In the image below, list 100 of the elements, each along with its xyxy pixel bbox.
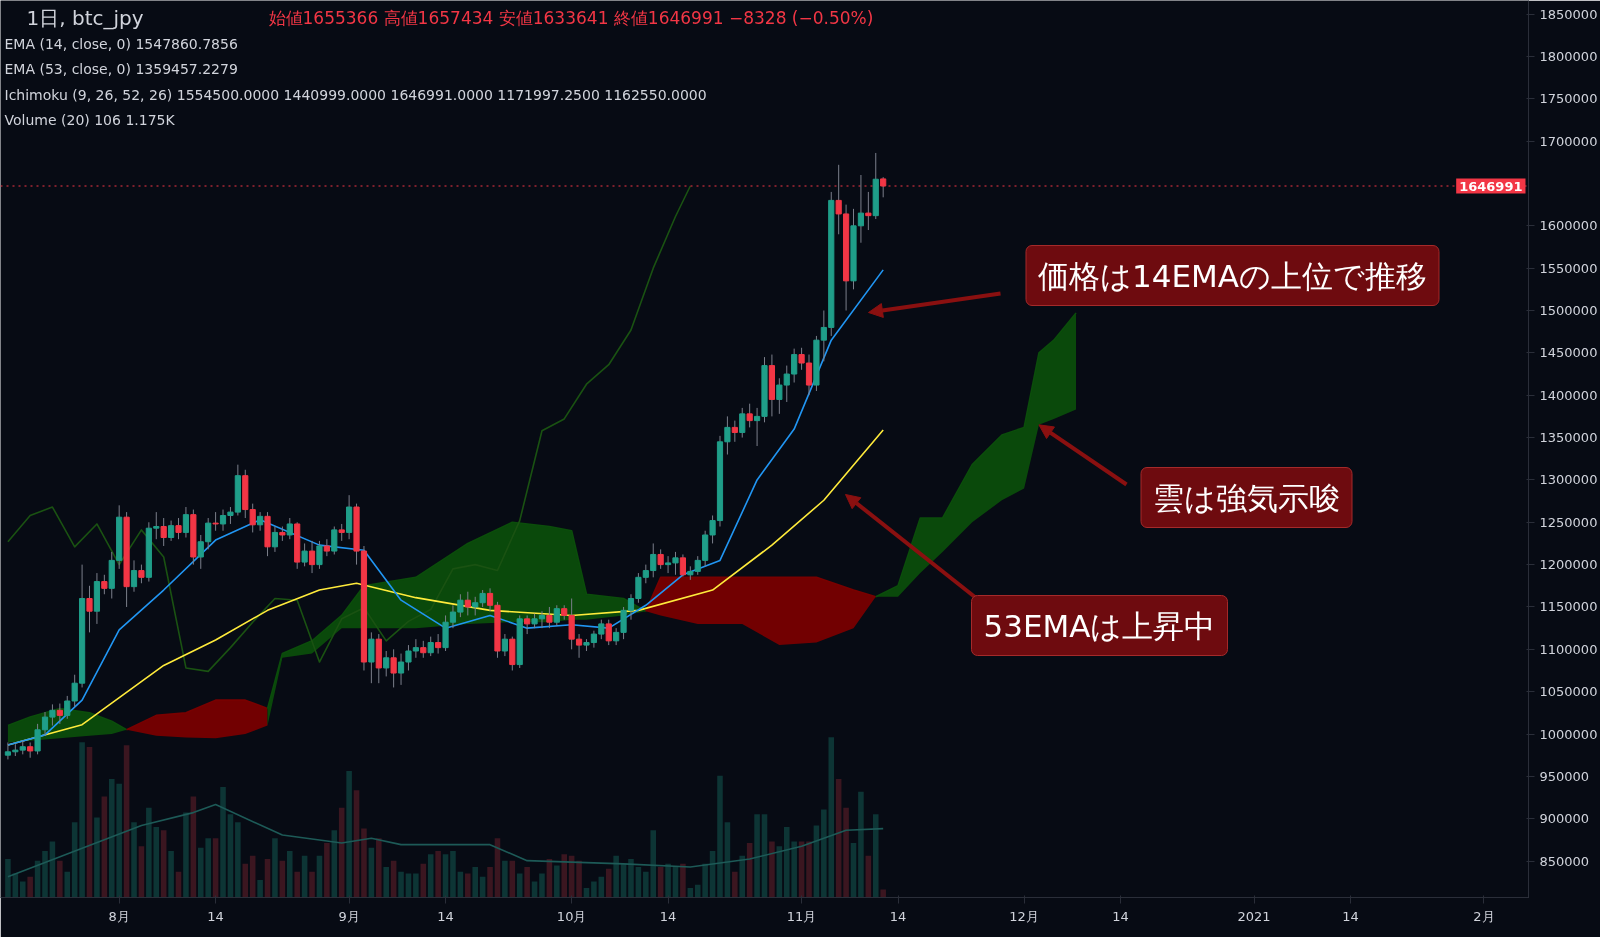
candlestick [308, 540, 316, 574]
y-tick-label: 1750000 [1539, 91, 1598, 107]
candlestick [271, 526, 279, 553]
y-tick-label: 1250000 [1539, 514, 1598, 530]
bar [576, 860, 582, 898]
bar [309, 871, 315, 898]
bar [628, 859, 634, 898]
candlestick [56, 703, 63, 725]
chart-subtitle: 始値1655366 高値1657434 安値1633641 終値1646991 −8328 (−0.50%) [268, 7, 874, 28]
candlestick [880, 176, 887, 198]
y-tick-label: 1200000 [1539, 557, 1598, 573]
x-tick-label: 14 [437, 908, 454, 924]
bar [413, 873, 419, 898]
candlestick [212, 511, 219, 532]
bar [94, 817, 100, 898]
candlestick [538, 610, 546, 629]
y-tick-label: 1100000 [1539, 641, 1598, 657]
bar [465, 873, 471, 898]
bar [27, 876, 33, 898]
y-tick-label: 1400000 [1539, 387, 1598, 403]
bar [235, 822, 241, 898]
candlestick [605, 619, 612, 646]
bar [257, 879, 263, 898]
candlestick [427, 636, 434, 657]
bar [539, 873, 545, 898]
bar [591, 881, 597, 898]
candlestick [257, 511, 264, 532]
bar [450, 851, 456, 898]
x-tick-label: 12月 [1009, 908, 1039, 924]
line-series [7, 269, 884, 746]
bar [472, 867, 478, 898]
annotation: Ichimoku (9, 26, 52, 26) 1554500.0000 1440999.0000 1646991.0000 1171997.2500 1162550.0000 [4, 86, 707, 103]
y-tick-label: 1450000 [1539, 345, 1598, 361]
bar [769, 841, 775, 898]
candlestick [553, 604, 560, 627]
bar [5, 859, 11, 898]
bar [405, 873, 412, 898]
candlestick [175, 517, 182, 540]
bar [516, 873, 523, 898]
bar [806, 841, 812, 898]
bar [242, 863, 249, 898]
annotation: 53EMAは上昇中 [983, 607, 1216, 644]
annotation: EMA (53, close, 0) 1359457.2279 [4, 60, 238, 77]
bar [376, 838, 382, 898]
bar [487, 867, 493, 898]
bar [287, 851, 293, 898]
candlestick [464, 591, 471, 616]
y-tick-label: 850000 [1539, 853, 1590, 869]
annotation: Volume (20) 106 1.175K [4, 111, 176, 128]
candlestick [746, 403, 753, 428]
bar [160, 830, 167, 898]
annotation: 価格は14EMAの上位で推移 [1038, 257, 1428, 294]
y-tick-label: 1800000 [1539, 48, 1598, 64]
x-tick-label: 10月 [556, 908, 587, 924]
bar [605, 868, 612, 898]
y-tick-label: 950000 [1539, 768, 1590, 784]
bar [613, 855, 619, 898]
candlestick [731, 420, 738, 443]
annotation: EMA (14, close, 0) 1547860.7856 [4, 35, 238, 52]
bar [843, 807, 849, 898]
bar [79, 742, 85, 898]
y-tick-label: 1000000 [1539, 726, 1598, 742]
candlestick [383, 650, 390, 677]
bar [561, 854, 568, 898]
bar [398, 871, 404, 898]
y-tick-label: 1850000 [1539, 6, 1598, 22]
candlestick [857, 174, 865, 244]
x-tick-label: 2021 [1237, 908, 1271, 924]
bar [502, 860, 508, 898]
candlestick [435, 633, 442, 655]
y-tick-label: 900000 [1539, 811, 1590, 827]
bar [324, 843, 330, 898]
x-tick-label: 14 [889, 908, 907, 924]
candlestick [130, 559, 138, 593]
x-tick-label: 14 [1112, 908, 1129, 924]
candlestick [160, 517, 167, 547]
candlestick [865, 191, 872, 231]
bar [57, 860, 63, 898]
candlestick [323, 538, 330, 557]
annotation: 雲は強気示唆 [1153, 479, 1340, 516]
candlestick [524, 614, 531, 635]
bar [19, 881, 26, 898]
x-tick-label: 2月 [1473, 908, 1495, 924]
line-series [7, 185, 692, 673]
bar [554, 865, 560, 898]
x-tick-label: 14 [207, 908, 224, 924]
bar [680, 863, 686, 898]
y-tick-label: 1350000 [1539, 430, 1598, 446]
x-tick-label: 11月 [786, 908, 817, 924]
y-tick-label: 1150000 [1539, 599, 1598, 615]
candlestick [368, 631, 375, 684]
bar [168, 851, 174, 898]
chart-title: 1日, btc_jpy [26, 5, 144, 30]
bar [435, 851, 441, 898]
bar [739, 855, 746, 898]
y-tick-label: 1600000 [1539, 218, 1598, 234]
bar [131, 822, 137, 898]
candlestick [331, 526, 338, 555]
y-tick-label: 1550000 [1539, 260, 1598, 276]
bar [220, 786, 226, 898]
